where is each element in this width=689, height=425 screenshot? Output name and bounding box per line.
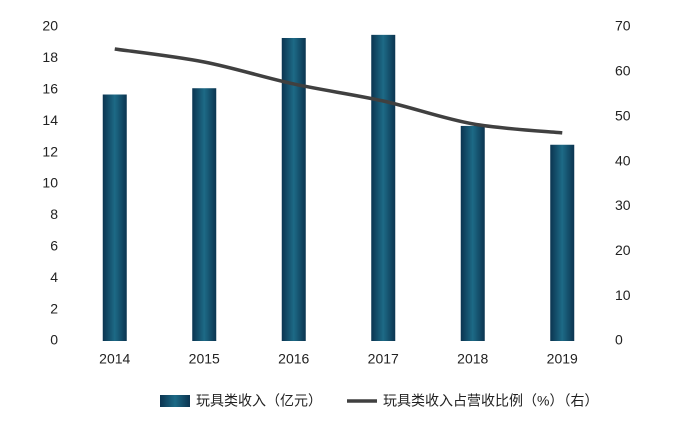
- y-tick-label: 2: [50, 300, 58, 316]
- y-tick-label: 18: [42, 49, 58, 65]
- y-tick-label: 10: [42, 175, 58, 191]
- bar: [192, 88, 217, 341]
- y2-tick-label: 40: [615, 152, 631, 168]
- y-tick-label: 20: [42, 18, 58, 34]
- y2-tick-label: 10: [615, 287, 631, 303]
- y2-tick-label: 60: [615, 63, 631, 79]
- legend-label: 玩具类收入占营收比例（%）（右）: [383, 393, 598, 409]
- y-tick-label: 14: [42, 112, 58, 128]
- bar: [460, 125, 485, 341]
- line: [114, 47, 563, 135]
- y-tick-label: 0: [50, 332, 58, 348]
- y2-tick-label: 50: [615, 107, 631, 123]
- bar: [102, 94, 127, 341]
- y-tick-label: 6: [50, 238, 58, 254]
- x-tick-label: 2015: [189, 351, 220, 367]
- x-tick-label: 2017: [368, 351, 399, 367]
- y-tick-label: 12: [42, 143, 58, 159]
- bar: [550, 144, 575, 341]
- y2-tick-label: 30: [615, 197, 631, 213]
- bar: [371, 34, 396, 341]
- legend-swatch: [160, 395, 190, 407]
- bar: [281, 37, 306, 342]
- y-tick-label: 16: [42, 81, 58, 97]
- x-tick-label: 2019: [547, 351, 578, 367]
- y2-tick-label: 20: [615, 242, 631, 258]
- x-tick-label: 2016: [278, 351, 309, 367]
- y2-tick-label: 70: [615, 18, 631, 34]
- x-tick-label: 2014: [99, 351, 130, 367]
- x-tick-label: 2018: [457, 351, 488, 367]
- y2-tick-label: 0: [615, 332, 623, 348]
- y-tick-label: 8: [50, 206, 58, 222]
- legend-label: 玩具类收入（亿元）: [196, 393, 322, 409]
- y-tick-label: 4: [50, 269, 58, 285]
